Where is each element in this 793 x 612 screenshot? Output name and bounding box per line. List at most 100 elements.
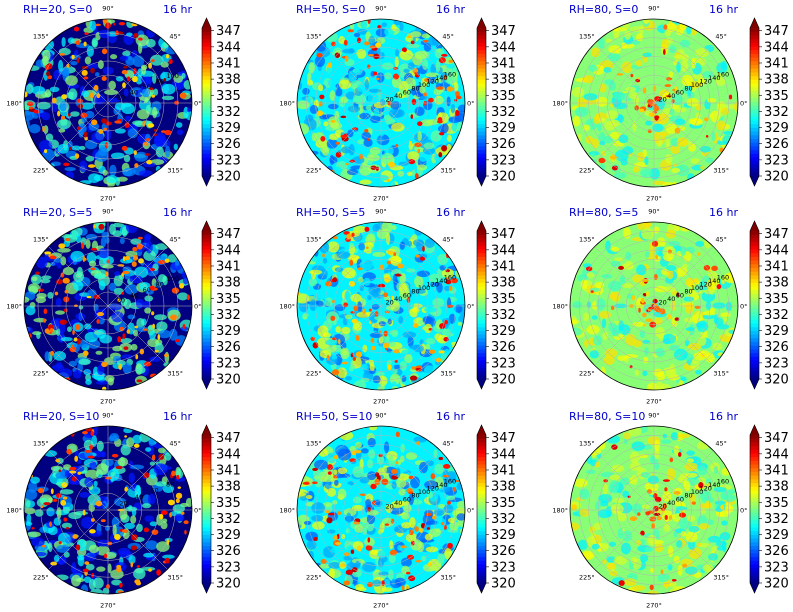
radial-tick-label: 60 (676, 88, 684, 96)
field-blob (608, 280, 622, 292)
field-hotspot (331, 369, 340, 376)
colorbar-segment (202, 501, 211, 506)
field-blob (386, 232, 391, 245)
field-hotspot (81, 242, 85, 249)
angular-tick-label: 135° (306, 235, 322, 243)
colorbar-segment (750, 116, 759, 122)
field-hotspot (405, 571, 411, 575)
radial-tick-label: 120 (427, 485, 439, 493)
field-blob (686, 450, 695, 456)
angular-tick-label: 0° (194, 507, 201, 515)
polar-grid (297, 19, 465, 187)
field-blob (645, 251, 650, 258)
field-hotspot (355, 334, 360, 342)
field-blob (599, 310, 612, 319)
field-blob (608, 81, 616, 91)
field-blob (608, 44, 621, 54)
field-blob (360, 377, 370, 383)
field-blob (84, 139, 98, 150)
angular-tick-label: 270° (646, 398, 662, 406)
field-hotspot (356, 545, 362, 552)
field-hotspot (136, 379, 143, 383)
colorbar-tick-label: 344 (491, 447, 516, 462)
field-blob (428, 273, 441, 284)
field-blob (394, 48, 400, 57)
field-blob (164, 451, 172, 461)
field-hotspot (406, 554, 415, 560)
field-hotspot (367, 506, 371, 512)
field-hotspot (93, 84, 99, 91)
field-blob (719, 531, 731, 541)
radial-tick-label: 40 (130, 291, 138, 299)
field-blob (337, 488, 347, 500)
colorbar-segment (477, 35, 486, 40)
field-blob (85, 379, 92, 385)
colorbar-segment (750, 319, 759, 325)
field-blob (601, 274, 613, 279)
field-blob (657, 573, 670, 583)
field-blob (316, 300, 324, 307)
field-blob (698, 503, 713, 509)
colorbar-segment (477, 249, 486, 254)
radial-tick-label: 140 (435, 481, 447, 489)
field-blob (70, 111, 80, 117)
radial-tick-label: 140 (708, 74, 720, 82)
field-blob (31, 85, 46, 95)
panel-time-label: 16 hr (436, 410, 465, 423)
field-hotspot (676, 292, 680, 297)
field-blob (110, 54, 118, 60)
colorbar-segment (477, 546, 486, 551)
field-blob (604, 348, 618, 359)
colorbar-tick-label: 335 (491, 89, 516, 104)
field-blob (56, 544, 70, 553)
colorbar-segment (477, 150, 486, 155)
field-blob (181, 72, 186, 79)
field-blob (670, 144, 681, 155)
colorbar-segment (477, 349, 486, 354)
field-blob (577, 133, 582, 142)
field-blob (358, 104, 364, 115)
field-hotspot (425, 512, 432, 517)
angular-tick-label: 45° (715, 439, 727, 447)
field-blob (376, 453, 385, 465)
grid-spoke (107, 43, 168, 104)
field-hotspot (386, 179, 391, 182)
angular-tick-label: 135° (33, 235, 49, 243)
field-blob (454, 304, 463, 314)
field-hotspot (151, 311, 155, 316)
colorbar-tick-label: 320 (216, 577, 241, 592)
field-blob (668, 71, 674, 78)
field-blob (352, 466, 364, 478)
colorbar-tick-label: 320 (764, 577, 789, 592)
colorbar-extend-max (202, 425, 211, 435)
colorbar-tick-label: 326 (216, 340, 241, 355)
field-hotspot (393, 349, 400, 354)
field-blob (357, 277, 364, 283)
radial-tick-label: 20 (658, 298, 666, 306)
field-hotspot (674, 86, 678, 91)
field-blob (59, 100, 68, 112)
field-blob (649, 168, 660, 180)
field-hotspot (364, 226, 370, 232)
field-blob (123, 33, 134, 46)
colorbar-segment (477, 28, 486, 33)
colorbar-segment (750, 534, 759, 540)
colorbar-segment (202, 449, 211, 455)
field-blob (599, 117, 607, 124)
field-hotspot (132, 246, 138, 252)
field-hotspot (616, 73, 624, 76)
field-blob (36, 332, 41, 339)
field-hotspot (123, 65, 128, 69)
field-blob (96, 440, 104, 452)
angular-tick-label: 180° (552, 507, 568, 515)
field-blob (688, 525, 700, 533)
field-blob (580, 279, 588, 290)
colorbar-tick-label: 335 (491, 496, 516, 511)
field-hotspot (345, 569, 353, 575)
field-hotspot (49, 255, 57, 260)
field-blob (329, 156, 338, 164)
field-blob (676, 495, 685, 501)
field-blob (375, 500, 381, 506)
field-hotspot (369, 320, 372, 325)
angular-tick-label: 225° (306, 167, 322, 175)
